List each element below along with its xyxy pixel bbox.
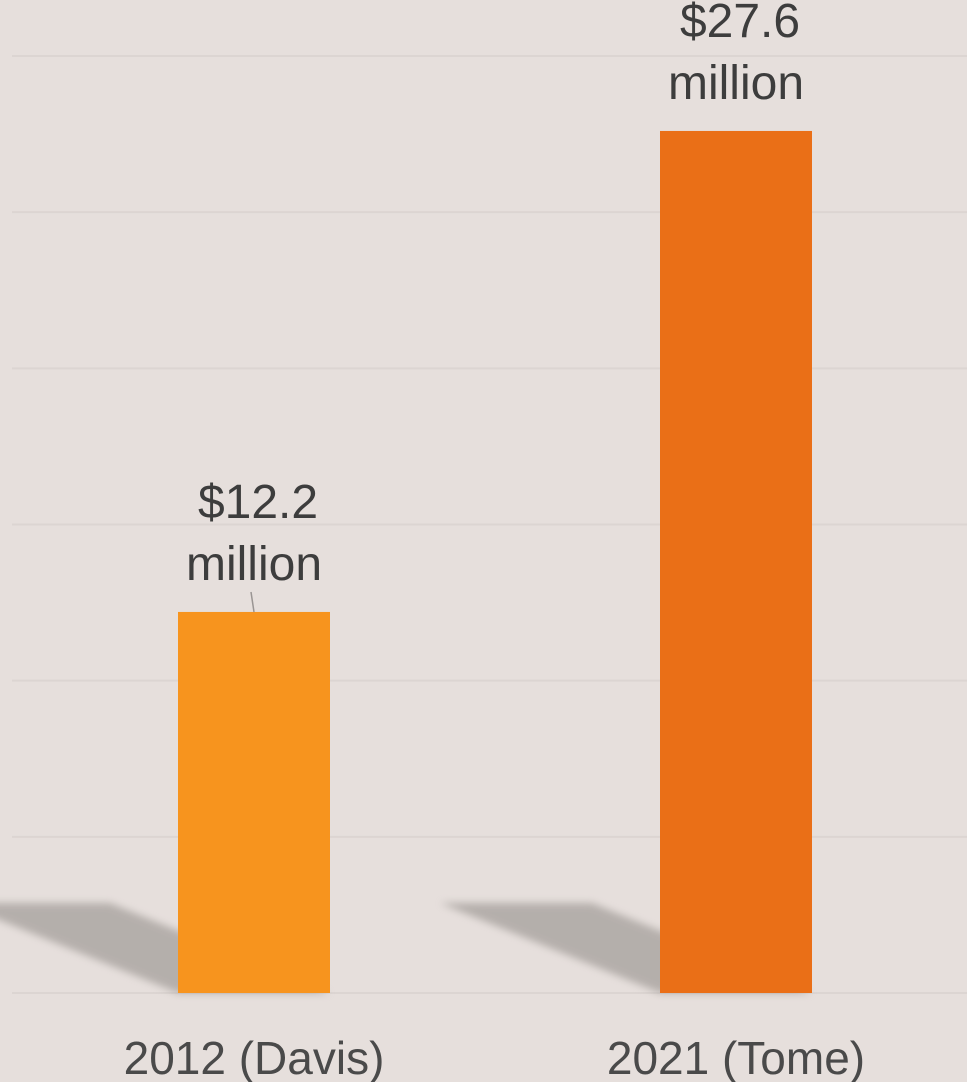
bar-1 — [660, 130, 812, 993]
data-label-0-line-0: $12.2 — [198, 476, 318, 529]
data-labels: $12.2 million $27.6 million — [186, 0, 804, 613]
bars — [178, 130, 812, 993]
gridlines — [12, 55, 967, 994]
category-label-0: 2012 (Davis) — [124, 1032, 385, 1082]
category-label-1: 2021 (Tome) — [607, 1032, 865, 1082]
data-label-1-line-1: million — [668, 57, 804, 110]
bar-0 — [178, 611, 330, 993]
data-label-leader — [250, 591, 255, 613]
data-label-1-line-0: $27.6 — [680, 0, 800, 48]
data-label-0-line-1: million — [186, 538, 322, 591]
category-labels: 2012 (Davis) 2021 (Tome) — [124, 1032, 866, 1082]
